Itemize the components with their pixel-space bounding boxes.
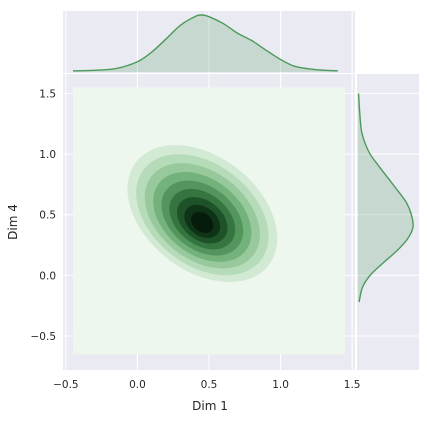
marginal-x-plot (63, 11, 355, 73)
marginal-x-kde-line (73, 14, 338, 72)
kde-contour-levels (127, 145, 278, 283)
marginal-y-kde-fill (358, 93, 414, 303)
marginal-y-background (357, 74, 419, 370)
marginal-y-grid (357, 92, 419, 337)
y-tick-label: 0.5 (39, 210, 56, 222)
y-tick-label: 1.0 (39, 149, 56, 161)
y-tick-label: 0.0 (39, 270, 56, 282)
x-tick-label: −0.5 (53, 379, 79, 391)
y-tick-label: −0.5 (31, 331, 57, 343)
marginal-y-plot (357, 74, 419, 370)
marginal-x-grid (65, 11, 353, 73)
x-axis-label: Dim 1 (192, 399, 228, 413)
x-tick-label: 0.5 (201, 379, 218, 391)
kde-contour-level (191, 212, 214, 233)
y-axis-ticks: −0.5 0.0 0.5 1.0 1.5 (31, 88, 57, 343)
x-tick-label: 1.5 (344, 379, 361, 391)
y-tick-label: 1.5 (39, 88, 56, 100)
x-tick-label: 0.0 (129, 379, 146, 391)
x-tick-label: 1.0 (272, 379, 289, 391)
joint-kde-plot (63, 74, 355, 370)
y-axis-label: Dim 4 (6, 204, 20, 240)
marginal-y-kde-line (357, 93, 414, 303)
marginal-x-kde-fill (73, 15, 338, 72)
x-axis-ticks: −0.5 0.0 0.5 1.0 1.5 (53, 379, 360, 391)
